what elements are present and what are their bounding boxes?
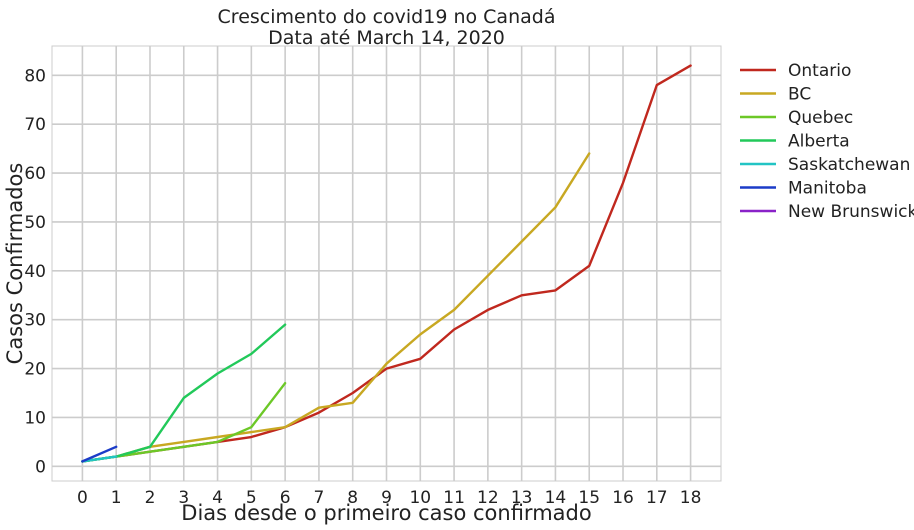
series-line-bc — [81, 152, 591, 463]
y-axis-label: Casos Confirmados — [3, 163, 27, 365]
y-tick-label: 60 — [24, 164, 46, 184]
x-tick-label: 13 — [511, 488, 533, 508]
y-tick-label: 30 — [24, 311, 46, 331]
x-tick-label: 6 — [280, 488, 291, 508]
x-tick-label: 17 — [646, 488, 668, 508]
legend-label: Ontario — [788, 61, 851, 81]
y-tick-label: 80 — [24, 66, 46, 86]
x-tick-label: 2 — [145, 488, 156, 508]
x-tick-label: 8 — [347, 488, 358, 508]
x-tick-label: 14 — [545, 488, 567, 508]
x-tick-label: 16 — [612, 488, 634, 508]
y-tick-label: 0 — [35, 457, 46, 477]
y-tick-label: 20 — [24, 360, 46, 380]
legend-label: Manitoba — [788, 179, 867, 199]
x-tick-label: 7 — [314, 488, 325, 508]
chart-title-line-2: Data até March 14, 2020 — [268, 27, 505, 49]
x-tick-label: 18 — [680, 488, 702, 508]
y-tick-label: 70 — [24, 115, 46, 135]
legend-label: New Brunswick — [788, 202, 914, 222]
legend: Ontario BC Quebec Alberta Saskatchewan Manito… — [740, 61, 914, 222]
y-tick-label: 10 — [24, 408, 46, 428]
x-tick-label: 1 — [111, 488, 122, 508]
legend-label: BC — [788, 85, 811, 105]
x-tick-label: 15 — [578, 488, 600, 508]
x-tick-label: 12 — [477, 488, 499, 508]
chart-title-line-1: Crescimento do covid19 no Canadá — [218, 6, 556, 28]
y-tick-label: 50 — [24, 213, 46, 233]
x-tick-label: 3 — [178, 488, 189, 508]
x-tick-label: 4 — [212, 488, 223, 508]
x-tick-label: 11 — [443, 488, 465, 508]
legend-label: Quebec — [788, 108, 853, 128]
x-tick-label: 9 — [381, 488, 392, 508]
x-tick-label: 10 — [409, 488, 431, 508]
series-line-manitoba — [81, 445, 118, 463]
y-tick-label: 40 — [24, 262, 46, 282]
y-tick-labels: 0 10 20 30 40 50 60 70 80 — [24, 66, 46, 477]
x-axis-label: Dias desde o primeiro caso confirmado — [181, 501, 591, 525]
grid — [52, 46, 721, 481]
plot-area — [51, 45, 722, 482]
x-tick-labels: 0 1 2 3 4 5 6 7 8 9 10 11 12 13 14 15 16 17 18 — [77, 488, 701, 508]
series-layer — [81, 64, 692, 463]
legend-label: Alberta — [788, 132, 850, 152]
series-line-saskatchewan — [81, 455, 118, 463]
legend-label: Saskatchewan — [788, 155, 910, 175]
x-tick-label: 0 — [77, 488, 88, 508]
x-tick-label: 5 — [246, 488, 257, 508]
